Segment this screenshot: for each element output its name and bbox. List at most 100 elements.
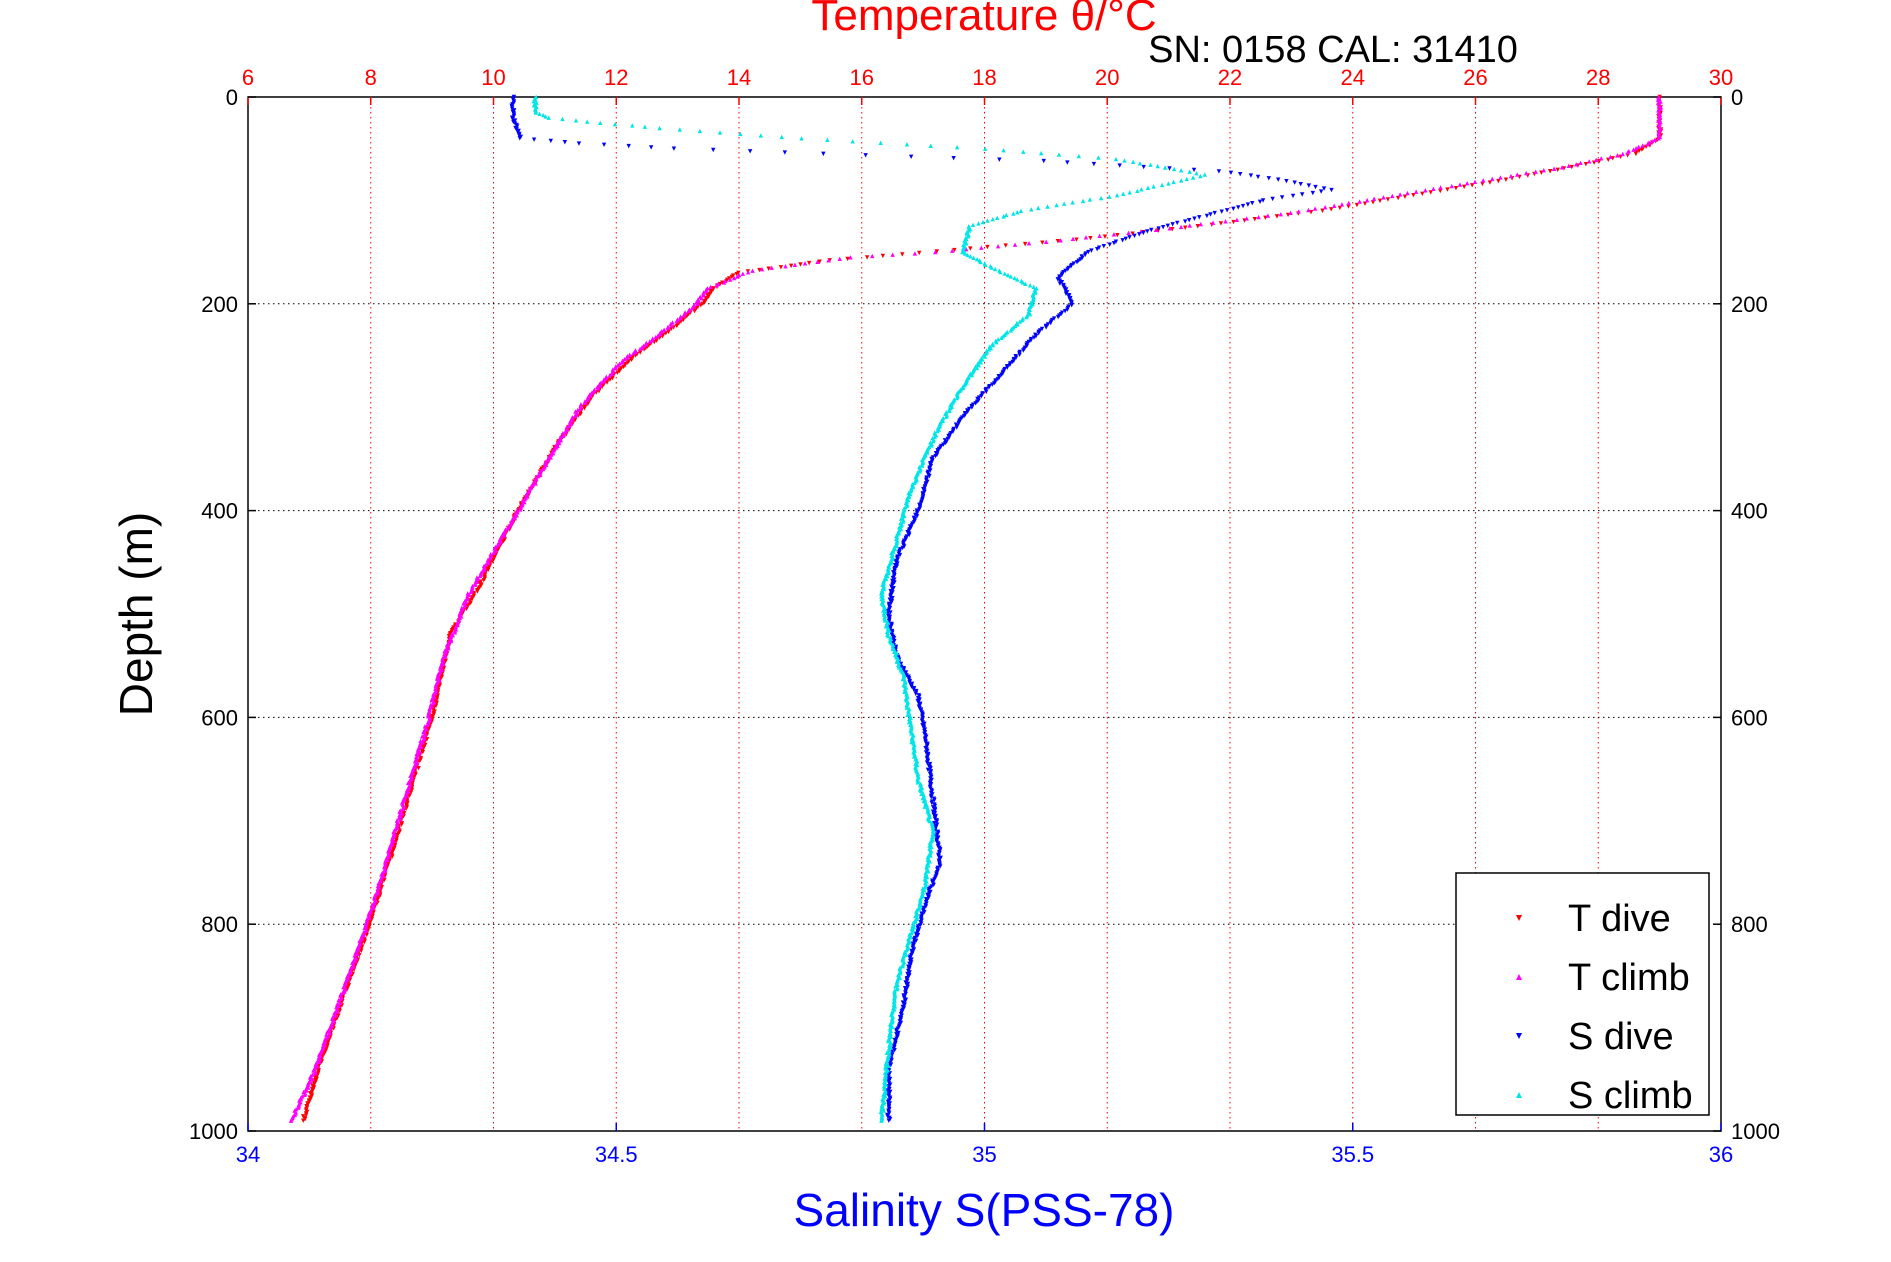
right-tick-label: 400: [1731, 499, 1768, 524]
data-point: [460, 606, 466, 612]
data-point: [933, 833, 938, 839]
data-point: [885, 608, 891, 614]
data-point: [558, 438, 563, 443]
data-point: [1223, 219, 1228, 224]
data-point: [588, 393, 593, 398]
data-point: [964, 246, 969, 252]
data-point: [922, 804, 927, 809]
data-point: [1639, 147, 1645, 152]
data-point: [1175, 220, 1180, 226]
data-point: [700, 301, 706, 306]
data-point: [799, 136, 804, 141]
series-t-climb: [288, 94, 1664, 1123]
data-point: [1096, 245, 1102, 250]
bottom-tick-label: 35: [972, 1142, 996, 1167]
data-point: [1122, 158, 1127, 163]
data-point: [1469, 183, 1475, 188]
data-point: [1182, 219, 1188, 224]
data-point: [603, 375, 609, 381]
data-point: [486, 560, 491, 566]
data-point: [904, 673, 909, 678]
left-tick-label: 400: [201, 499, 238, 524]
data-point: [1212, 210, 1217, 216]
data-point: [1083, 235, 1089, 240]
data-point: [462, 604, 467, 609]
data-point: [695, 301, 700, 306]
data-point: [734, 274, 740, 279]
left-tick-label: 1000: [189, 1119, 238, 1144]
data-point: [517, 507, 523, 512]
data-point: [431, 700, 436, 706]
right-tick-label: 600: [1731, 705, 1768, 730]
data-point: [1065, 267, 1070, 272]
data-point: [677, 127, 683, 132]
data-point: [931, 812, 936, 817]
data-point: [1141, 164, 1146, 170]
data-point: [1008, 328, 1013, 333]
data-point: [985, 244, 990, 250]
data-point: [1332, 203, 1337, 208]
data-point: [1431, 186, 1436, 192]
data-point: [1063, 268, 1068, 273]
data-point: [1017, 319, 1023, 324]
data-point: [879, 1106, 884, 1112]
data-point: [1464, 180, 1470, 186]
data-point: [1027, 311, 1033, 317]
data-point: [900, 676, 906, 682]
data-point: [757, 267, 762, 273]
data-point: [424, 726, 429, 732]
data-point: [890, 1024, 895, 1029]
data-point: [1165, 223, 1170, 228]
data-point: [575, 407, 580, 413]
data-point: [706, 294, 711, 299]
data-point: [932, 808, 938, 813]
data-point: [890, 578, 895, 584]
data-point: [1288, 210, 1293, 216]
data-point: [1178, 168, 1184, 173]
data-point: [1337, 205, 1343, 211]
data-point: [963, 241, 969, 246]
data-point: [531, 137, 537, 142]
data-point: [950, 429, 956, 435]
data-point: [1487, 180, 1493, 185]
data-point: [783, 264, 788, 269]
data-point: [362, 939, 367, 945]
data-point: [986, 385, 992, 390]
data-point: [657, 331, 663, 337]
data-point: [1026, 241, 1032, 246]
data-point: [309, 1093, 314, 1099]
data-point: [778, 265, 784, 270]
data-point: [514, 512, 519, 518]
data-point: [1087, 197, 1093, 202]
data-point: [913, 691, 919, 697]
data-point: [980, 357, 985, 362]
data-point: [452, 630, 458, 635]
data-point: [1019, 317, 1025, 323]
data-point: [1033, 334, 1039, 339]
data-point: [903, 998, 908, 1004]
data-point: [1010, 359, 1015, 365]
data-point: [1068, 264, 1074, 269]
data-point: [961, 413, 967, 419]
data-point: [1005, 365, 1010, 370]
data-point: [1139, 187, 1144, 192]
data-point: [663, 331, 669, 336]
data-point: [1197, 215, 1202, 220]
data-point: [541, 112, 546, 118]
data-point: [884, 1050, 890, 1055]
data-point: [888, 1062, 894, 1067]
data-point: [1278, 212, 1283, 217]
data-point: [1183, 225, 1188, 230]
data-point: [982, 146, 988, 151]
data-point: [1640, 143, 1645, 148]
data-point: [887, 1086, 892, 1092]
data-point: [898, 516, 904, 521]
data-point: [1252, 217, 1257, 222]
data-point: [1195, 224, 1201, 229]
data-point: [300, 1114, 306, 1119]
data-point: [707, 291, 712, 297]
data-point: [738, 131, 743, 137]
bottom-tick-label: 34: [236, 1142, 260, 1167]
data-point: [359, 948, 364, 954]
data-point: [911, 947, 917, 952]
